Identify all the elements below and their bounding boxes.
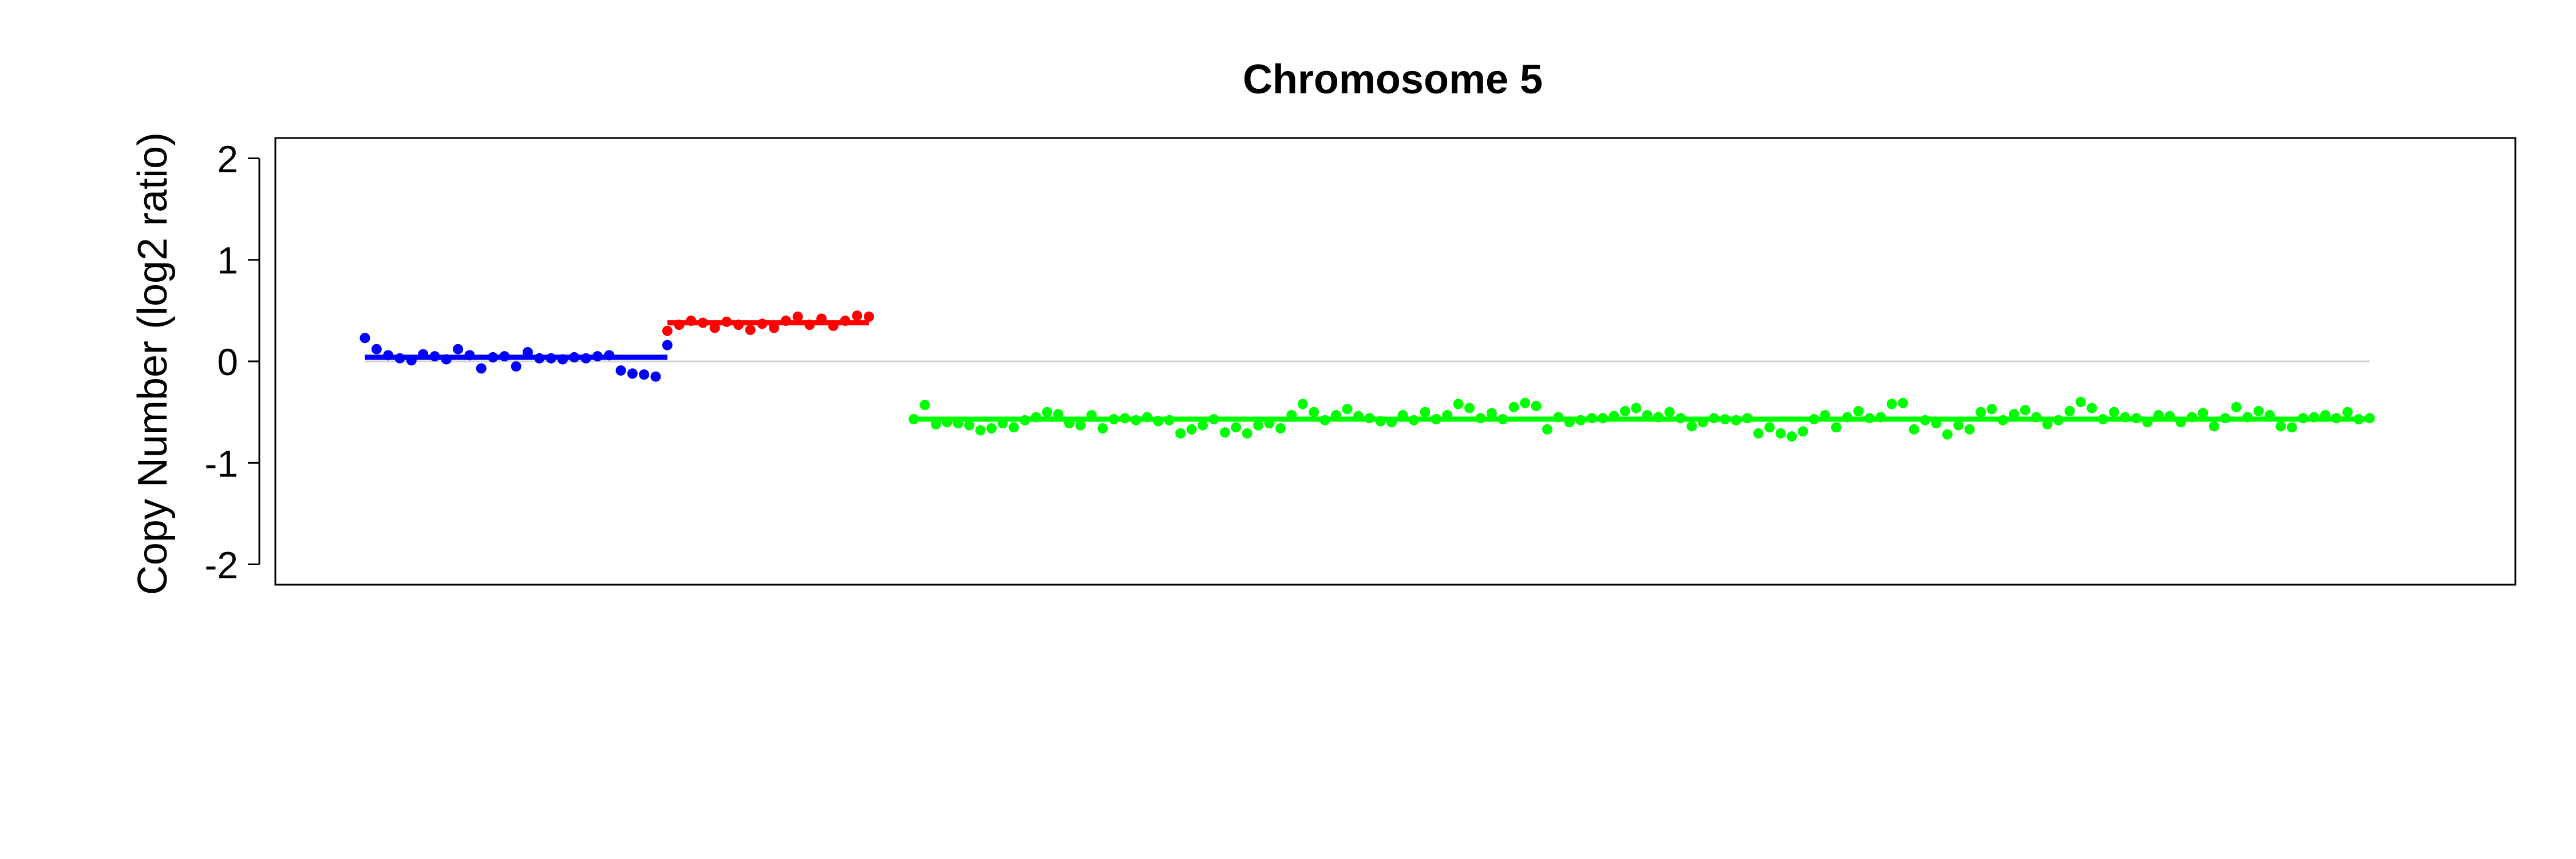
data-point: [662, 325, 673, 336]
data-point: [1898, 397, 1909, 408]
data-point: [1831, 422, 1842, 433]
y-tick-label: 1: [217, 239, 238, 282]
data-point: [1508, 401, 1519, 412]
data-point: [1186, 424, 1197, 435]
data-point: [1542, 424, 1552, 435]
y-tick-label: -2: [204, 544, 238, 586]
data-point: [1242, 428, 1253, 439]
data-point: [2253, 405, 2264, 416]
data-point: [371, 344, 382, 354]
data-point: [511, 361, 521, 372]
data-point: [650, 371, 661, 382]
data-point: [1986, 404, 1997, 415]
data-point: [1275, 423, 1286, 434]
data-point: [1464, 403, 1475, 413]
data-point: [1619, 405, 1630, 416]
data-point: [1953, 420, 1964, 431]
data-point: [2208, 421, 2219, 432]
data-point: [1909, 424, 1919, 435]
data-point: [2275, 421, 2286, 432]
data-point: [1219, 427, 1230, 438]
data-point: [1686, 421, 1697, 432]
data-point: [1231, 422, 1242, 433]
data-point: [1520, 397, 1531, 408]
chart-title: Chromosome 5: [1243, 57, 1543, 103]
y-axis-label: Copy Number (log2 ratio): [130, 132, 176, 595]
data-point: [2286, 422, 2297, 433]
data-point: [2231, 401, 2242, 412]
y-tick-label: -1: [204, 442, 238, 484]
data-point: [1787, 431, 1797, 442]
data-point: [1797, 426, 1808, 437]
data-point: [476, 363, 487, 374]
data-point: [1486, 408, 1497, 419]
data-point: [1309, 407, 1319, 417]
data-point: [2087, 403, 2097, 413]
data-point: [1042, 407, 1053, 417]
plot-frame: [274, 137, 2516, 586]
y-axis: 2 1 0 -1 -2: [204, 137, 260, 586]
data-point: [1198, 420, 1208, 431]
data-point: [1886, 399, 1897, 409]
data-point: [1420, 407, 1431, 417]
data-points-layer: [359, 310, 2375, 442]
y-tick-label: 2: [217, 137, 238, 180]
data-point: [2342, 407, 2353, 417]
segment-means-layer: [365, 320, 2370, 422]
data-point: [627, 368, 638, 379]
data-point: [639, 369, 650, 380]
data-point: [792, 312, 803, 322]
data-point: [1764, 422, 1775, 433]
data-point: [1175, 428, 1186, 439]
data-point: [1253, 420, 1264, 431]
data-point: [975, 425, 986, 436]
data-point: [1008, 422, 1019, 433]
data-point: [1775, 428, 1786, 439]
data-point: [964, 420, 975, 431]
data-point: [2075, 396, 2086, 407]
data-point: [615, 365, 626, 376]
data-point: [359, 333, 370, 344]
data-point: [745, 325, 756, 336]
data-point: [986, 423, 997, 434]
data-point: [1531, 401, 1542, 411]
data-point: [1753, 428, 1764, 439]
data-point: [2020, 405, 2030, 416]
data-point: [1942, 429, 1953, 440]
data-point: [1853, 405, 1864, 416]
data-point: [1297, 399, 1308, 409]
data-point: [1097, 423, 1108, 434]
data-point: [852, 310, 863, 321]
data-point: [453, 344, 464, 354]
y-tick-label: 0: [217, 341, 238, 383]
data-point: [1631, 403, 1642, 413]
data-point: [863, 312, 874, 322]
data-point: [2198, 408, 2208, 419]
data-point: [1976, 407, 1986, 417]
data-point: [662, 340, 673, 350]
data-point: [1075, 420, 1086, 431]
data-point: [1342, 404, 1353, 415]
data-point: [919, 400, 930, 411]
data-point: [1964, 424, 1975, 435]
data-point: [1664, 407, 1675, 417]
data-point: [1453, 399, 1464, 409]
data-point: [2064, 405, 2075, 416]
data-point: [2109, 407, 2120, 417]
